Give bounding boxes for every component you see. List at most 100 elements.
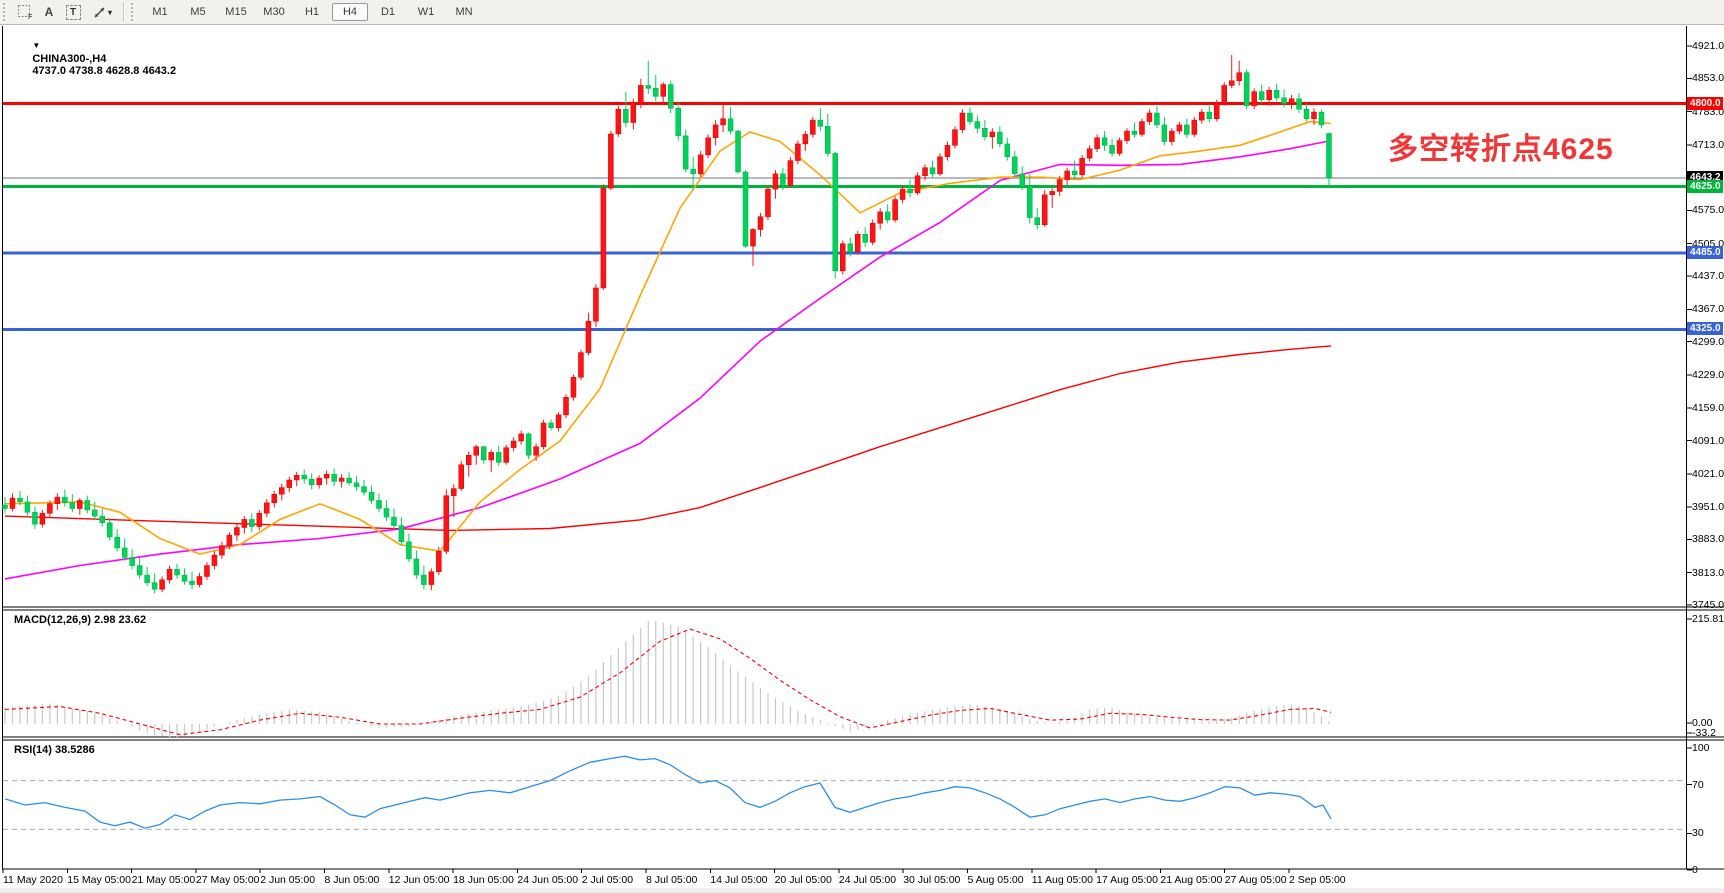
candle[interactable] xyxy=(106,522,113,538)
candle[interactable] xyxy=(159,579,165,590)
candle[interactable] xyxy=(1281,97,1287,104)
candle[interactable] xyxy=(166,569,173,581)
chart-canvas[interactable] xyxy=(0,25,1724,893)
candle[interactable] xyxy=(877,211,883,224)
candle[interactable] xyxy=(234,527,240,536)
candle[interactable] xyxy=(697,154,704,175)
candle[interactable] xyxy=(1311,111,1317,119)
candle[interactable] xyxy=(922,167,928,177)
candle[interactable] xyxy=(1146,112,1153,122)
candle[interactable] xyxy=(503,447,509,463)
candle[interactable] xyxy=(241,519,248,528)
candle[interactable] xyxy=(121,547,128,558)
candle[interactable] xyxy=(735,130,741,173)
candle[interactable] xyxy=(1258,91,1265,100)
candle[interactable] xyxy=(1116,140,1123,154)
candle[interactable] xyxy=(510,440,517,448)
candle[interactable] xyxy=(1049,191,1055,196)
candle[interactable] xyxy=(1019,173,1026,187)
timeframes-drag-handle[interactable] xyxy=(131,3,138,21)
candle[interactable] xyxy=(1124,130,1130,141)
candle[interactable] xyxy=(136,565,143,576)
candle[interactable] xyxy=(630,102,637,123)
candle[interactable] xyxy=(428,571,435,585)
candle[interactable] xyxy=(219,545,225,556)
candle[interactable] xyxy=(189,580,195,585)
candle[interactable] xyxy=(952,129,958,146)
candle[interactable] xyxy=(653,88,659,97)
candle[interactable] xyxy=(1169,130,1175,142)
candle[interactable] xyxy=(525,433,532,456)
candle[interactable] xyxy=(1079,157,1085,176)
candle[interactable] xyxy=(383,508,390,518)
candle[interactable] xyxy=(540,422,547,447)
candle[interactable] xyxy=(570,377,577,398)
candle[interactable] xyxy=(1161,124,1168,142)
candle[interactable] xyxy=(892,199,898,221)
candle[interactable] xyxy=(413,558,420,576)
candle[interactable] xyxy=(974,121,981,129)
candle[interactable] xyxy=(473,446,479,456)
candle[interactable] xyxy=(712,124,719,138)
candle[interactable] xyxy=(129,557,135,566)
candle[interactable] xyxy=(47,503,53,514)
candle[interactable] xyxy=(1221,85,1227,104)
candle[interactable] xyxy=(458,464,465,489)
candle[interactable] xyxy=(17,497,23,503)
candle[interactable] xyxy=(211,554,218,566)
candle[interactable] xyxy=(854,233,861,253)
candle[interactable] xyxy=(1236,72,1242,81)
candle[interactable] xyxy=(443,495,450,552)
candle[interactable] xyxy=(997,131,1003,145)
candle[interactable] xyxy=(271,493,278,504)
candle[interactable] xyxy=(249,519,255,527)
candle[interactable] xyxy=(54,496,61,505)
candle[interactable] xyxy=(436,551,442,572)
candle[interactable] xyxy=(780,173,786,186)
candle[interactable] xyxy=(742,171,749,247)
candle[interactable] xyxy=(578,352,584,378)
candle[interactable] xyxy=(398,525,405,543)
candle[interactable] xyxy=(1071,170,1078,176)
candle[interactable] xyxy=(196,576,203,585)
candle[interactable] xyxy=(1296,98,1302,110)
candle[interactable] xyxy=(847,243,853,253)
timeframe-button-h1[interactable]: H1 xyxy=(304,6,320,18)
candle[interactable] xyxy=(1034,217,1040,225)
candle[interactable] xyxy=(548,422,554,428)
candle[interactable] xyxy=(982,127,988,138)
candle[interactable] xyxy=(869,223,876,243)
candle[interactable] xyxy=(92,509,98,517)
candle[interactable] xyxy=(1139,121,1145,135)
candle[interactable] xyxy=(226,534,233,546)
candle[interactable] xyxy=(817,119,824,127)
timeframe-button-m30[interactable]: M30 xyxy=(263,6,285,18)
candle[interactable] xyxy=(705,137,711,156)
candle[interactable] xyxy=(862,233,868,243)
candle[interactable] xyxy=(1154,112,1160,126)
candle[interactable] xyxy=(518,433,524,442)
candle[interactable] xyxy=(638,85,644,103)
candle[interactable] xyxy=(802,134,809,145)
candle[interactable] xyxy=(9,497,16,509)
candle[interactable] xyxy=(466,455,472,466)
candle[interactable] xyxy=(488,452,494,461)
candle[interactable] xyxy=(1326,133,1332,179)
candle[interactable] xyxy=(727,118,734,132)
toolbar-drag-handle[interactable] xyxy=(3,3,10,21)
letter-a-icon[interactable]: A xyxy=(44,5,54,19)
candle[interactable] xyxy=(361,486,367,493)
candle[interactable] xyxy=(151,582,158,590)
candle[interactable] xyxy=(899,188,906,200)
cursor-arrows-icon[interactable]: ▾ xyxy=(86,2,118,22)
candle[interactable] xyxy=(787,160,794,186)
candle[interactable] xyxy=(1251,91,1257,107)
candle[interactable] xyxy=(555,414,562,428)
candle[interactable] xyxy=(944,145,951,158)
timeframe-button-d1[interactable]: D1 xyxy=(380,6,396,18)
candle[interactable] xyxy=(1012,156,1018,175)
candle[interactable] xyxy=(376,500,382,509)
candle[interactable] xyxy=(181,574,188,582)
candle[interactable] xyxy=(480,446,487,461)
candle[interactable] xyxy=(1214,103,1220,119)
